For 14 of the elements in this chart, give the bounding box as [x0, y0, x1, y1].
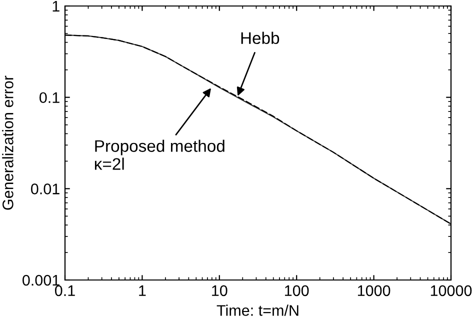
y-tick-label: 0.01 [31, 184, 60, 194]
x-tick-label: 100 [285, 285, 309, 296]
x-axis-title: Time: t=m/N [216, 304, 298, 316]
annotation: Hebb [241, 32, 280, 44]
x-tick-label: 1000 [358, 285, 390, 296]
y-tick-label: 0.1 [40, 92, 60, 104]
x-tick-label: 0.1 [54, 285, 75, 296]
x-tick-label: 10 [212, 285, 228, 296]
x-tick-label: 1 [139, 285, 146, 296]
x-tick-label: 10000 [430, 285, 472, 296]
y-axis-title: Generalization error [2, 76, 14, 210]
y-tick-label: 0.001 [22, 274, 60, 286]
y-tick-label: 1 [52, 1, 60, 12]
annotation: Proposed method κ=2l [94, 140, 224, 170]
